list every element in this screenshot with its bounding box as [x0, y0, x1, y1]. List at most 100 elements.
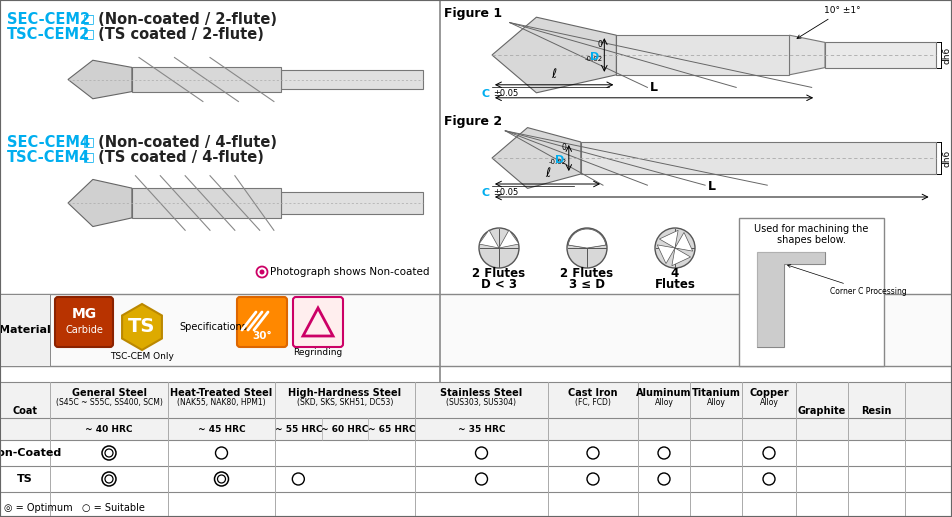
- Text: C: C: [482, 89, 490, 99]
- Circle shape: [260, 269, 265, 275]
- Bar: [825, 42, 936, 68]
- Bar: [581, 142, 936, 174]
- Text: (Non-coated / 4-flute): (Non-coated / 4-flute): [93, 135, 277, 150]
- Polygon shape: [499, 230, 519, 248]
- Text: ±0.05: ±0.05: [493, 89, 518, 98]
- Polygon shape: [660, 230, 678, 248]
- Text: ~ 35 HRC: ~ 35 HRC: [458, 424, 506, 433]
- Text: 30°: 30°: [252, 331, 272, 341]
- Polygon shape: [68, 60, 132, 99]
- Polygon shape: [757, 252, 825, 347]
- Circle shape: [479, 228, 519, 268]
- Text: Carbide: Carbide: [65, 325, 103, 335]
- Circle shape: [256, 266, 268, 278]
- Text: ~ 65 HRC: ~ 65 HRC: [367, 424, 415, 433]
- Text: Regrinding: Regrinding: [293, 348, 343, 357]
- Text: ±0.05: ±0.05: [493, 188, 518, 197]
- Text: Aluminum: Aluminum: [636, 388, 692, 398]
- Text: TS: TS: [17, 474, 33, 484]
- Text: □: □: [83, 150, 95, 163]
- Text: ~ 55 HRC: ~ 55 HRC: [274, 424, 322, 433]
- Bar: [0, 382, 952, 440]
- Text: TSC-CEM Only: TSC-CEM Only: [110, 352, 174, 361]
- Text: TS: TS: [129, 317, 156, 337]
- Bar: [132, 67, 281, 92]
- Polygon shape: [672, 248, 690, 266]
- Text: TSC-CEM4: TSC-CEM4: [7, 150, 90, 165]
- Text: Alloy: Alloy: [706, 398, 725, 407]
- Bar: [739, 218, 884, 366]
- Text: Cast Iron: Cast Iron: [568, 388, 618, 398]
- FancyBboxPatch shape: [293, 297, 343, 347]
- Text: 4: 4: [671, 267, 679, 280]
- Text: (Non-coated / 2-flute): (Non-coated / 2-flute): [93, 12, 277, 27]
- Text: Alloy: Alloy: [655, 398, 673, 407]
- Text: Specifications: Specifications: [179, 322, 247, 332]
- Circle shape: [567, 228, 607, 268]
- Text: ~ 40 HRC: ~ 40 HRC: [86, 424, 132, 433]
- Text: -0.02: -0.02: [548, 152, 566, 165]
- Text: □: □: [83, 27, 95, 40]
- Text: Used for machining the: Used for machining the: [754, 224, 868, 234]
- Text: Heat-Treated Steel: Heat-Treated Steel: [170, 388, 272, 398]
- Text: L: L: [707, 180, 716, 193]
- FancyBboxPatch shape: [237, 297, 287, 347]
- Polygon shape: [492, 128, 581, 188]
- Text: D: D: [555, 155, 564, 165]
- Bar: [281, 192, 423, 214]
- Text: 10° ±1°: 10° ±1°: [797, 6, 861, 38]
- Text: (SUS303, SUS304): (SUS303, SUS304): [446, 398, 517, 407]
- Text: Non-Coated: Non-Coated: [0, 448, 62, 458]
- Text: L: L: [650, 81, 658, 94]
- Polygon shape: [657, 245, 675, 264]
- Text: Flutes: Flutes: [655, 278, 696, 291]
- Polygon shape: [479, 230, 499, 248]
- Text: 2 Flutes: 2 Flutes: [561, 267, 613, 280]
- Text: Titanium: Titanium: [691, 388, 741, 398]
- Polygon shape: [122, 304, 162, 350]
- Text: (NAK55, NAK80, HPM1): (NAK55, NAK80, HPM1): [177, 398, 266, 407]
- Text: 3 ≤ D: 3 ≤ D: [569, 278, 605, 291]
- Text: (FC, FCD): (FC, FCD): [575, 398, 611, 407]
- Text: Resin: Resin: [862, 406, 892, 416]
- Text: ℓ: ℓ: [545, 167, 550, 180]
- Text: 0: 0: [562, 143, 566, 152]
- Text: dh6: dh6: [943, 149, 952, 166]
- Text: MG: MG: [71, 307, 96, 321]
- FancyBboxPatch shape: [55, 297, 113, 347]
- Text: TSC-CEM2: TSC-CEM2: [7, 27, 90, 42]
- Polygon shape: [568, 229, 605, 248]
- Text: □: □: [83, 12, 95, 25]
- Text: □: □: [83, 135, 95, 148]
- Text: D < 3: D < 3: [481, 278, 517, 291]
- Text: (SKD, SKS, SKH51, DC53): (SKD, SKS, SKH51, DC53): [297, 398, 393, 407]
- Polygon shape: [568, 229, 605, 248]
- Text: SEC-CEM4: SEC-CEM4: [7, 135, 90, 150]
- Bar: [616, 35, 789, 75]
- Text: (S45C ~ S55C, SS400, SCM): (S45C ~ S55C, SS400, SCM): [55, 398, 163, 407]
- Text: ◎ = Optimum   ○ = Suitable: ◎ = Optimum ○ = Suitable: [4, 503, 145, 513]
- Text: ℓ: ℓ: [551, 68, 557, 81]
- Text: Figure 2: Figure 2: [444, 115, 502, 128]
- Text: Figure 1: Figure 1: [444, 7, 502, 20]
- Text: Copper: Copper: [749, 388, 789, 398]
- Text: Corner C Processing: Corner C Processing: [787, 265, 906, 296]
- Text: Photograph shows Non-coated: Photograph shows Non-coated: [270, 267, 429, 277]
- Text: Material: Material: [0, 325, 50, 335]
- Text: 0: 0: [598, 40, 603, 49]
- Polygon shape: [68, 179, 132, 226]
- Text: Stainless Steel: Stainless Steel: [441, 388, 523, 398]
- Polygon shape: [492, 17, 616, 93]
- Text: General Steel: General Steel: [71, 388, 147, 398]
- Text: Alloy: Alloy: [760, 398, 779, 407]
- Polygon shape: [757, 252, 825, 347]
- Text: ~ 60 HRC: ~ 60 HRC: [322, 424, 368, 433]
- Text: 2 Flutes: 2 Flutes: [472, 267, 526, 280]
- Bar: [0, 294, 952, 366]
- Text: SEC-CEM2: SEC-CEM2: [7, 12, 90, 27]
- Text: (TS coated / 4-flute): (TS coated / 4-flute): [93, 150, 264, 165]
- Text: (TS coated / 2-flute): (TS coated / 2-flute): [93, 27, 264, 42]
- Bar: [132, 188, 281, 218]
- Text: Graphite: Graphite: [798, 406, 846, 416]
- Circle shape: [655, 228, 695, 268]
